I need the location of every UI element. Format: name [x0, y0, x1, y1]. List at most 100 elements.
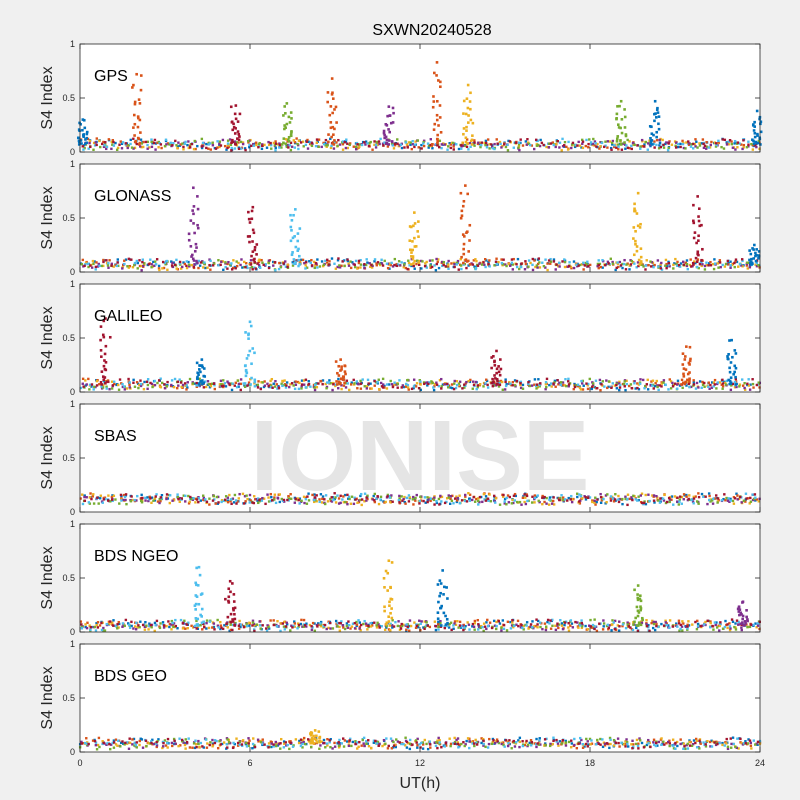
data-point: [461, 141, 464, 144]
data-point: [472, 259, 476, 262]
data-point: [299, 141, 303, 144]
data-point: [237, 261, 240, 265]
spike-point: [280, 143, 284, 146]
data-point: [230, 382, 233, 385]
data-point: [746, 383, 749, 387]
data-point: [696, 619, 699, 623]
data-point: [281, 622, 284, 625]
data-point: [725, 379, 729, 383]
data-point: [599, 388, 602, 392]
data-point: [403, 146, 406, 149]
data-point: [341, 143, 345, 146]
data-point: [121, 141, 125, 144]
data-point: [237, 141, 240, 144]
data-point: [428, 381, 431, 384]
data-point: [710, 140, 713, 144]
data-point: [624, 147, 627, 150]
data-point: [124, 142, 128, 145]
data-point: [359, 258, 362, 262]
data-point: [166, 497, 170, 500]
spike-point: [99, 325, 103, 328]
data-point: [208, 503, 211, 506]
data-point: [447, 496, 451, 499]
data-point: [273, 261, 277, 264]
data-point: [701, 624, 704, 627]
data-point: [407, 141, 411, 144]
spike-point: [637, 258, 641, 262]
data-point: [385, 383, 389, 386]
spike-peak-point: [285, 102, 289, 105]
data-point: [153, 621, 157, 625]
data-point: [209, 259, 212, 263]
data-point: [119, 741, 123, 744]
data-point: [561, 627, 565, 631]
data-point: [525, 621, 529, 624]
data-point: [486, 497, 490, 500]
data-point: [231, 266, 235, 270]
data-point: [304, 264, 307, 267]
data-point: [151, 385, 154, 389]
spike-point: [497, 370, 501, 374]
data-point: [470, 262, 473, 265]
spike-point: [700, 258, 703, 262]
data-point: [314, 264, 317, 267]
data-point: [631, 628, 635, 632]
data-point: [280, 382, 283, 386]
data-point: [210, 382, 214, 386]
data-point: [629, 383, 633, 386]
data-point: [498, 382, 501, 385]
data-point: [285, 384, 288, 387]
data-point: [207, 626, 211, 630]
data-point: [510, 624, 514, 627]
data-point: [734, 258, 738, 261]
y-tick-label: 1: [70, 279, 75, 289]
spike-point: [464, 258, 468, 261]
spike-point: [639, 261, 642, 265]
data-point: [727, 263, 730, 266]
spike-point: [754, 251, 757, 255]
data-point: [355, 624, 358, 628]
data-point: [528, 384, 531, 388]
data-point: [153, 264, 156, 267]
data-point: [511, 384, 514, 387]
data-point: [105, 261, 109, 265]
data-point: [270, 377, 274, 381]
spike-point: [229, 612, 233, 616]
data-point: [250, 265, 254, 269]
data-point: [226, 267, 229, 270]
data-point: [158, 625, 161, 628]
data-point: [429, 497, 433, 500]
data-point: [428, 496, 431, 500]
data-point: [481, 626, 484, 629]
data-point: [752, 386, 755, 389]
data-point: [594, 496, 597, 499]
spike-point: [248, 240, 251, 244]
data-point: [353, 496, 356, 499]
spike-point: [728, 379, 732, 383]
data-point: [743, 381, 746, 385]
data-point: [338, 266, 342, 269]
data-point: [326, 258, 329, 262]
data-point: [339, 494, 342, 498]
data-point: [503, 502, 506, 505]
data-point: [197, 500, 200, 504]
data-point: [223, 498, 227, 501]
data-point: [657, 265, 660, 268]
data-point: [161, 621, 165, 624]
data-point: [269, 142, 272, 145]
data-point: [618, 625, 621, 628]
spike-point: [234, 117, 238, 121]
data-point: [636, 629, 640, 633]
data-point: [141, 496, 144, 500]
data-point: [587, 382, 590, 386]
data-point: [603, 744, 607, 747]
data-point: [227, 381, 230, 385]
data-point: [345, 138, 348, 141]
spike-point: [469, 118, 473, 122]
data-point: [438, 738, 441, 742]
data-point: [330, 500, 334, 503]
data-point: [408, 496, 412, 499]
spike-point: [432, 95, 435, 98]
data-point: [618, 260, 622, 264]
data-point: [88, 388, 91, 391]
